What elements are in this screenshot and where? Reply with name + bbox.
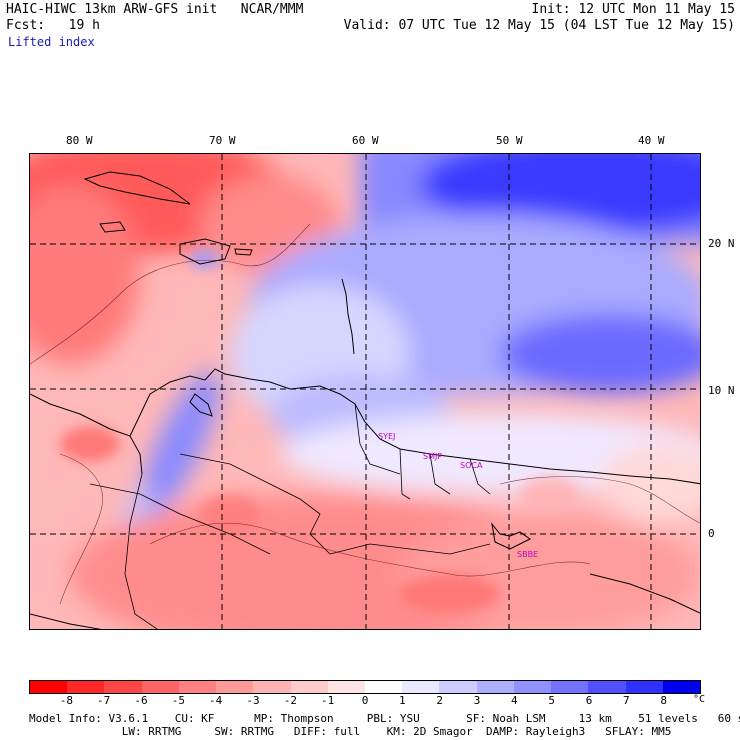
lat-label-20n: 20 N <box>708 237 735 250</box>
lat-label-10n: 10 N <box>708 384 735 397</box>
colorbar-swatch <box>178 681 217 693</box>
colorbar-tick-label: -8 <box>59 694 73 707</box>
colorbar-tick-label: 6 <box>585 694 593 707</box>
colorbar-swatch <box>290 681 328 693</box>
lon-label-70w: 70 W <box>209 134 236 147</box>
colorbar-unit: °C <box>692 694 706 705</box>
colorbar-swatch <box>327 681 365 693</box>
lon-label-80w: 80 W <box>66 134 93 147</box>
station-soca: SOCA <box>460 461 483 470</box>
station-syej: SYEJ <box>378 432 395 441</box>
colorbar-swatch <box>551 681 589 693</box>
field-detail <box>60 249 580 614</box>
colorbar-swatch <box>513 681 552 693</box>
colorbar-swatch <box>364 681 403 693</box>
colorbar-tick-label: -1 <box>321 694 335 707</box>
station-markers: SYEJ SMJP SOCA SBBE <box>378 432 538 559</box>
lon-label-60w: 60 W <box>352 134 379 147</box>
colorbar-swatch <box>476 681 514 693</box>
colorbar-swatch <box>253 681 291 693</box>
colorbar-tick-label: 4 <box>511 694 518 707</box>
colorbar-tick-label: -3 <box>246 694 260 707</box>
valid-time: Valid: 07 UTC Tue 12 May 15 (04 LST Tue … <box>343 18 735 33</box>
colorbar-swatch <box>662 681 700 693</box>
station-smjp: SMJP <box>423 452 442 461</box>
colorbar-swatch <box>30 681 68 693</box>
colorbar-swatch <box>67 681 105 693</box>
station-sbbe: SBBE <box>517 550 538 559</box>
colorbar-tick-label: 1 <box>399 694 406 707</box>
model-title: HAIC-HIWC 13km ARW-GFS init NCAR/MMM <box>6 2 304 17</box>
colorbar-swatch <box>402 681 440 693</box>
map-canvas: SYEJ SMJP SOCA SBBE <box>30 154 700 629</box>
graticule <box>30 154 700 629</box>
colorbar-tick-label: -4 <box>209 694 223 707</box>
borders <box>89 403 491 629</box>
colorbar-tick-label: 3 <box>473 694 481 707</box>
contours <box>30 223 700 605</box>
colorbar-tick-label: 2 <box>436 694 443 707</box>
colorbar-swatch <box>141 681 179 693</box>
lon-label-40w: 40 W <box>638 134 665 147</box>
lon-label-50w: 50 W <box>496 134 523 147</box>
colorbar <box>29 680 701 694</box>
field-name: Lifted index <box>8 35 95 49</box>
colorbar-swatch <box>588 681 626 693</box>
lat-label-0: 0 <box>708 527 715 540</box>
colorbar-swatch <box>625 681 663 693</box>
colorbar-tick-label: -5 <box>171 694 185 707</box>
colorbar-tick-label: 8 <box>660 694 667 707</box>
colorbar-swatch <box>439 681 477 693</box>
coastlines <box>30 171 700 629</box>
model-info-line1: Model Info: V3.6.1 CU: KF MP: Thompson P… <box>29 712 740 725</box>
colorbar-tick-label: 5 <box>548 694 555 707</box>
init-time: Init: 12 UTC Mon 11 May 15 <box>531 2 736 17</box>
colorbar-tick-label: 7 <box>623 694 630 707</box>
lifted-index-map: SYEJ SMJP SOCA SBBE <box>29 153 701 630</box>
colorbar-tick-label: 0 <box>361 694 369 707</box>
colorbar-tick-label: -6 <box>134 694 148 707</box>
model-info-line2: LW: RRTMG SW: RRTMG DIFF: full KM: 2D Sm… <box>29 725 672 738</box>
forecast-hour: Fcst: 19 h <box>6 18 100 33</box>
colorbar-swatch <box>216 681 254 693</box>
colorbar-tick-label: -7 <box>97 694 111 707</box>
colorbar-tick-label: -2 <box>283 694 297 707</box>
colorbar-swatch <box>104 681 142 693</box>
